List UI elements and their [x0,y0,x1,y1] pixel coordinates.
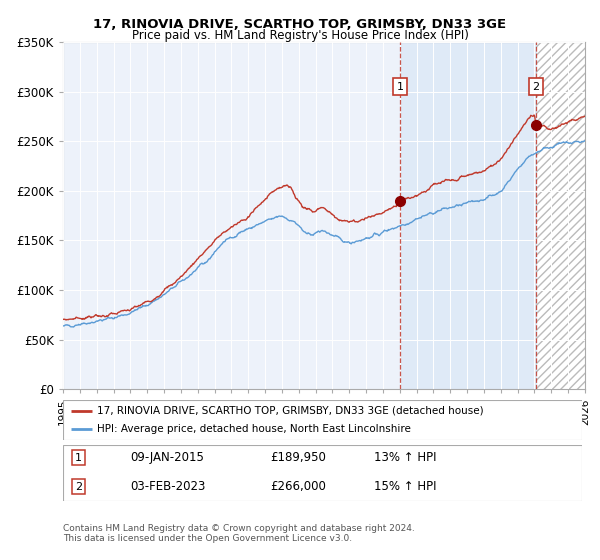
FancyBboxPatch shape [63,445,582,501]
FancyBboxPatch shape [63,400,582,440]
Text: 2: 2 [75,482,82,492]
Text: Contains HM Land Registry data © Crown copyright and database right 2024.
This d: Contains HM Land Registry data © Crown c… [63,524,415,543]
Text: Price paid vs. HM Land Registry's House Price Index (HPI): Price paid vs. HM Land Registry's House … [131,29,469,42]
Text: 1: 1 [397,82,404,92]
Text: 17, RINOVIA DRIVE, SCARTHO TOP, GRIMSBY, DN33 3GE: 17, RINOVIA DRIVE, SCARTHO TOP, GRIMSBY,… [94,18,506,31]
Text: 15% ↑ HPI: 15% ↑ HPI [374,480,437,493]
Text: 03-FEB-2023: 03-FEB-2023 [130,480,206,493]
Bar [536,42,585,389]
Text: 1: 1 [75,452,82,463]
Text: 13% ↑ HPI: 13% ↑ HPI [374,451,437,464]
Bar [536,42,585,389]
Text: HPI: Average price, detached house, North East Lincolnshire: HPI: Average price, detached house, Nort… [97,424,410,435]
Text: 2: 2 [532,82,539,92]
Text: £266,000: £266,000 [271,480,326,493]
Text: 17, RINOVIA DRIVE, SCARTHO TOP, GRIMSBY, DN33 3GE (detached house): 17, RINOVIA DRIVE, SCARTHO TOP, GRIMSBY,… [97,405,484,416]
Text: 09-JAN-2015: 09-JAN-2015 [130,451,205,464]
Bar [400,42,536,389]
Text: £189,950: £189,950 [271,451,326,464]
